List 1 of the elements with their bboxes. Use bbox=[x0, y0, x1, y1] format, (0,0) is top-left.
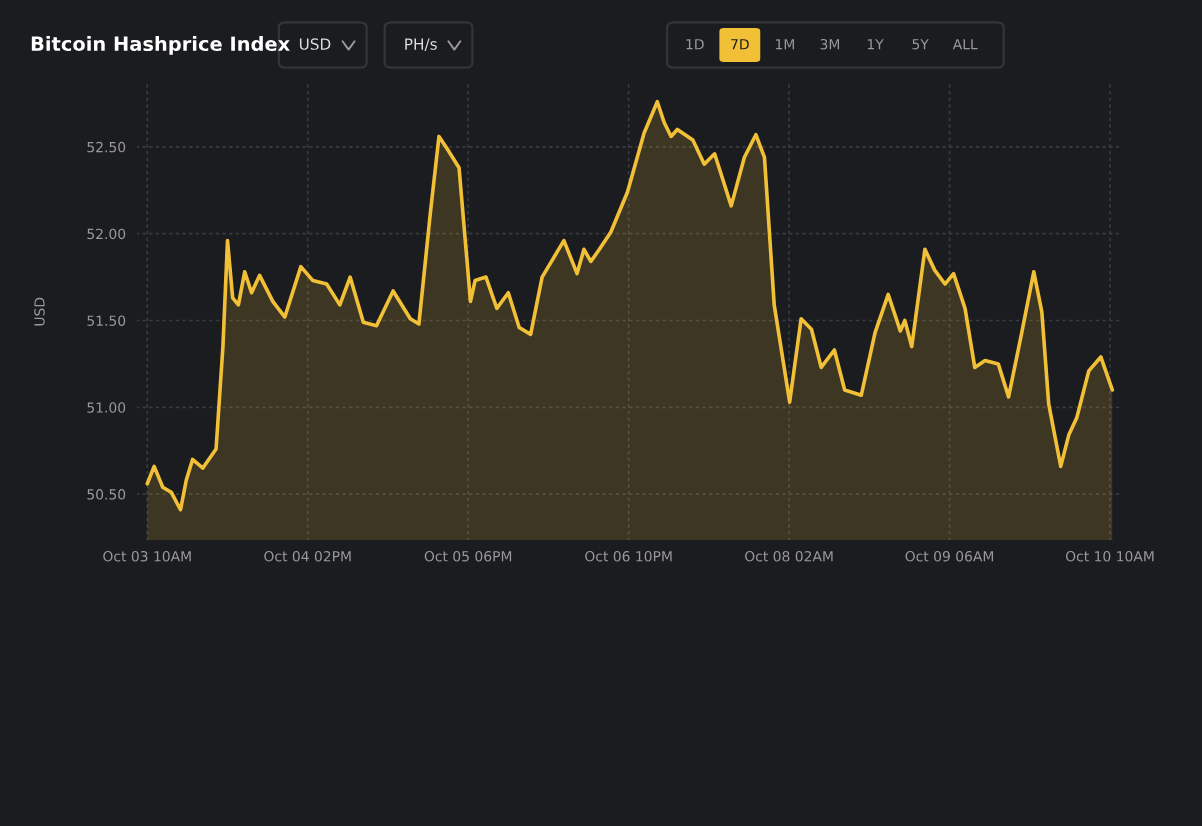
chart-title: Bitcoin Hashprice Index bbox=[31, 36, 290, 55]
